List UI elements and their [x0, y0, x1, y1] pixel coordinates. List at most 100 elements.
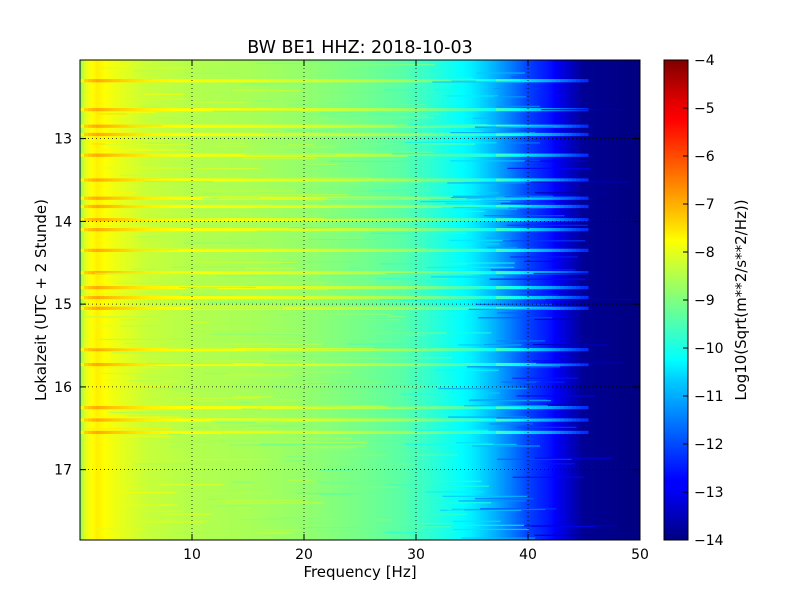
- spectral-band-segment: [128, 108, 133, 112]
- spectral-band-segment: [352, 218, 357, 222]
- spectral-band-segment: [256, 124, 261, 128]
- spectral-band-segment: [312, 204, 317, 209]
- spectral-band-segment: [436, 248, 441, 252]
- noise-streak: [270, 332, 308, 334]
- spectral-band-segment: [324, 405, 329, 410]
- noise-streak: [233, 90, 301, 92]
- spectrum-column: [464, 60, 467, 540]
- spectral-band-segment: [164, 178, 169, 182]
- spectral-band-segment: [204, 248, 209, 252]
- spectral-band-segment: [568, 430, 573, 435]
- spectral-band-segment: [244, 362, 249, 367]
- spectral-band-segment: [136, 285, 141, 290]
- spectral-band-segment: [116, 204, 121, 209]
- spectral-band-segment: [96, 124, 101, 128]
- spectral-band-segment: [576, 196, 581, 200]
- spectral-band-segment: [516, 204, 521, 209]
- spectral-band-segment: [344, 204, 349, 209]
- spectral-band-segment: [156, 204, 161, 209]
- spectral-band-segment: [144, 178, 149, 182]
- noise-streak: [448, 77, 474, 79]
- spectral-band-segment: [424, 430, 429, 435]
- spectral-band-segment: [436, 430, 441, 435]
- spectral-band-segment: [352, 306, 357, 310]
- spectral-band-segment: [548, 248, 553, 252]
- spectral-band-segment: [160, 306, 165, 310]
- spectral-band-segment: [412, 132, 417, 137]
- spectral-band-segment: [536, 108, 541, 112]
- spectral-band-segment: [316, 79, 321, 83]
- spectral-band-segment: [264, 178, 269, 182]
- spectral-band-segment: [136, 295, 141, 300]
- spectral-band-segment: [84, 248, 89, 252]
- spectral-band-segment: [136, 348, 141, 352]
- spectral-band-segment: [268, 285, 273, 290]
- spectral-band-segment: [480, 228, 485, 232]
- spectral-band-segment: [112, 306, 117, 310]
- spectral-band-segment: [380, 306, 385, 310]
- noise-streak: [516, 395, 596, 397]
- spectral-band-segment: [572, 306, 577, 310]
- spectral-band-segment: [168, 228, 173, 232]
- spectral-band-segment: [396, 108, 401, 112]
- spectral-band-segment: [520, 295, 525, 300]
- spectral-band-segment: [172, 348, 177, 352]
- spectral-band-segment: [208, 218, 213, 222]
- spectrum-column: [490, 60, 493, 540]
- spectral-band-segment: [244, 218, 249, 222]
- spectral-band-segment: [492, 196, 497, 200]
- spectral-band-segment: [556, 285, 561, 290]
- spectral-band-segment: [396, 285, 401, 290]
- spectral-band-segment: [504, 306, 509, 310]
- spectral-band-segment: [508, 271, 513, 275]
- spectral-band-segment: [520, 248, 525, 252]
- spectral-band-segment: [152, 218, 157, 222]
- spectral-band-segment: [584, 178, 589, 182]
- spectral-band-segment: [412, 248, 417, 252]
- spectral-band-segment: [568, 204, 573, 209]
- spectral-band-segment: [392, 248, 397, 252]
- spectral-band-segment: [308, 295, 313, 300]
- spectral-band-segment: [428, 362, 433, 367]
- spectral-band-segment: [264, 418, 269, 422]
- spectral-band-segment: [320, 218, 325, 222]
- spectral-band-segment: [364, 418, 369, 422]
- spectral-band-segment: [488, 285, 493, 290]
- spectral-band-segment: [524, 430, 529, 435]
- spectrum-column: [498, 60, 501, 540]
- noise-streak: [352, 190, 419, 193]
- noise-streak: [234, 392, 300, 394]
- spectral-band-segment: [168, 285, 173, 290]
- spectral-band-segment: [500, 124, 505, 128]
- spectral-band-segment: [228, 418, 233, 422]
- spectrum-column: [236, 60, 239, 540]
- spectrum-column: [126, 60, 129, 540]
- spectral-band-segment: [448, 132, 453, 137]
- spectral-band-segment: [432, 285, 437, 290]
- spectral-band-segment: [464, 248, 469, 252]
- spectrum-column: [526, 60, 529, 540]
- spectral-band-segment: [552, 430, 557, 435]
- spectral-band-segment: [264, 79, 269, 83]
- spectral-band-segment: [144, 248, 149, 252]
- spectral-band-segment: [340, 362, 345, 367]
- spectral-band-segment: [516, 285, 521, 290]
- spectral-band-segment: [264, 248, 269, 252]
- spectral-band-segment: [512, 228, 517, 232]
- spectral-band-segment: [500, 362, 505, 367]
- spectral-band-segment: [176, 362, 181, 367]
- spectral-band-segment: [416, 79, 421, 83]
- spectral-band-segment: [348, 248, 353, 252]
- spectral-band-segment: [328, 430, 333, 435]
- noise-streak: [202, 197, 219, 200]
- spectral-band-segment: [172, 132, 177, 137]
- spectral-band-segment: [272, 178, 277, 182]
- spectral-band-segment: [156, 108, 161, 112]
- spectral-band-segment: [548, 124, 553, 128]
- spectral-band-segment: [380, 108, 385, 112]
- spectral-band-segment: [352, 108, 357, 112]
- spectral-band-segment: [568, 285, 573, 290]
- spectral-band-segment: [472, 306, 477, 310]
- spectral-band-segment: [328, 405, 333, 410]
- spectrum-column: [362, 60, 365, 540]
